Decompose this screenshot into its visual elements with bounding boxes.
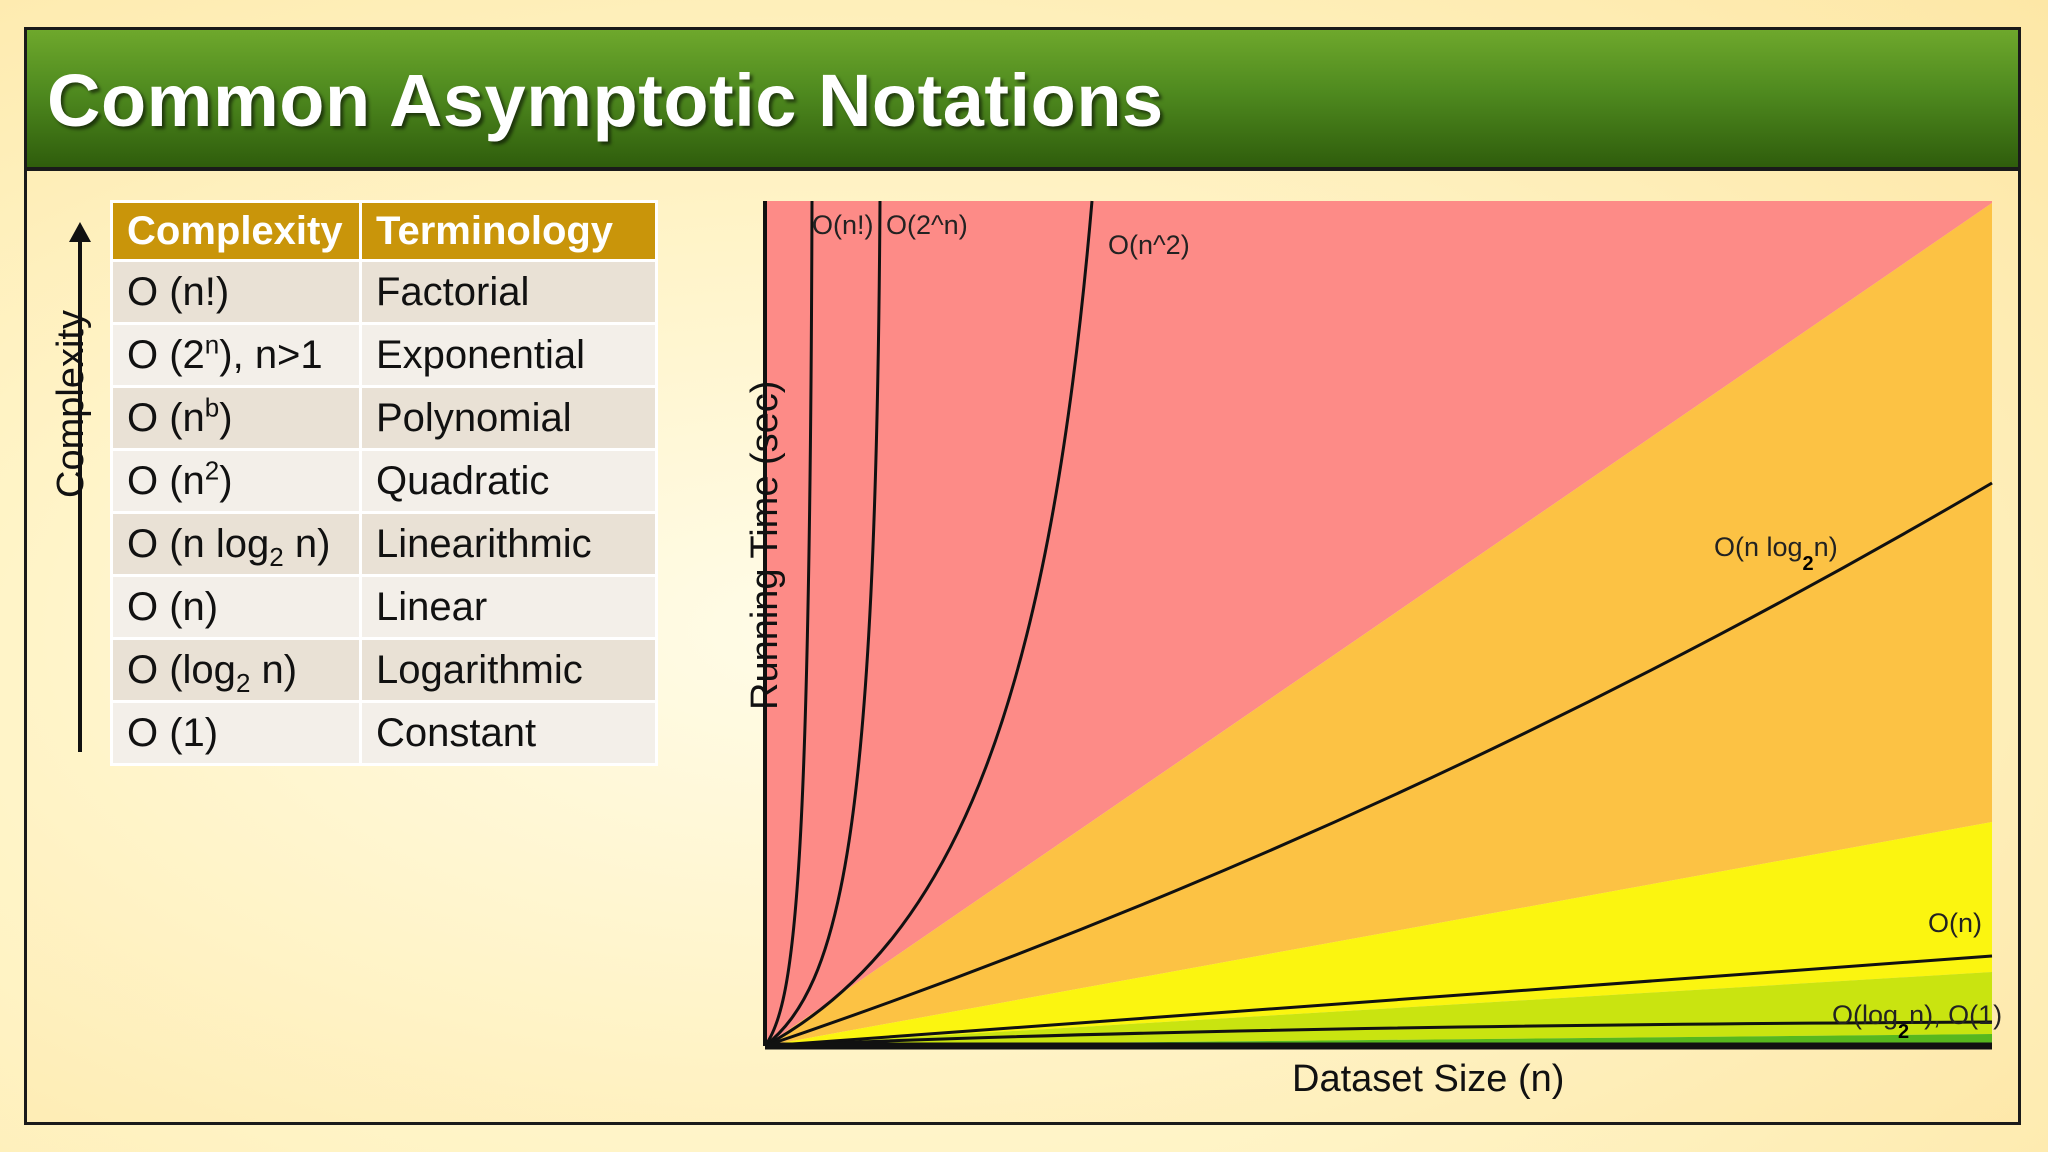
cell-terminology: Polynomial <box>359 385 658 451</box>
header-terminology: Terminology <box>359 200 658 262</box>
table-row: O (n log2 n) Linearithmic <box>110 511 658 577</box>
table-body: O (n!) Factorial O (2n), n>1 Exponential O (… <box>110 259 658 766</box>
label-linearithmic: O(n log2n) <box>1714 532 1838 575</box>
x-axis-label: Dataset Size (n) <box>1292 1058 1565 1100</box>
cell-terminology: Constant <box>359 700 658 766</box>
table-row: O (2n), n>1 Exponential <box>110 322 658 388</box>
cell-terminology: Linear <box>359 574 658 640</box>
growth-chart-plot <box>763 200 1993 1050</box>
header-complexity: Complexity <box>110 200 362 262</box>
page-title: Common Asymptotic Notations <box>47 59 1164 142</box>
curve-log <box>764 1020 1993 1048</box>
region-red <box>765 201 1992 1046</box>
table-row: O (nb) Polynomial <box>110 385 658 451</box>
curve-factorial <box>763 200 814 1047</box>
cell-terminology: Exponential <box>359 322 658 388</box>
up-arrow-icon <box>69 222 91 242</box>
label-exponential: O(2^n) <box>886 210 968 240</box>
label-quadratic: O(n^2) <box>1108 230 1190 260</box>
table-row: O (log2 n) Logarithmic <box>110 637 658 703</box>
cell-terminology: Quadratic <box>359 448 658 514</box>
label-factorial: O(n!) <box>812 210 874 240</box>
table-row: O (n!) Factorial <box>110 259 658 325</box>
title-bar: Common Asymptotic Notations <box>27 30 2018 171</box>
region-lime <box>765 972 1992 1046</box>
complexity-axis-arrow <box>60 222 100 752</box>
cell-terminology: Logarithmic <box>359 637 658 703</box>
curve-linear <box>764 954 1993 1048</box>
cell-complexity: O (1) <box>110 700 362 766</box>
growth-chart: Running Time (sec) Dataset Size (n) O(n!… <box>700 190 2030 1110</box>
axis-line <box>78 236 82 752</box>
y-axis-label: Running Time (sec) <box>744 380 786 710</box>
table-row: O (n2) Quadratic <box>110 448 658 514</box>
curve-linearithmic <box>764 481 1993 1048</box>
cell-complexity: O (n) <box>110 574 362 640</box>
complexity-axis-label: Complexity <box>50 310 92 498</box>
notation-table: Complexity Terminology O (n!) Factorial O … <box>110 200 658 766</box>
region-orange <box>765 203 1992 1046</box>
region-yellow <box>765 822 1992 1046</box>
cell-terminology: Linearithmic <box>359 511 658 577</box>
curve-quadratic <box>764 200 1094 1048</box>
cell-complexity: O (2n), n>1 <box>110 322 362 388</box>
cell-terminology: Factorial <box>359 259 658 325</box>
cell-complexity: O (n log2 n) <box>110 511 362 577</box>
label-log-constant: O(log2n), O(1) <box>1832 1000 2003 1043</box>
cell-complexity: O (n!) <box>110 259 362 325</box>
table-header-row: Complexity Terminology <box>110 200 658 262</box>
cell-complexity: O (log2 n) <box>110 637 362 703</box>
curve-exponential <box>764 200 882 1048</box>
label-linear: O(n) <box>1928 908 1982 938</box>
cell-complexity: O (nb) <box>110 385 362 451</box>
cell-complexity: O (n2) <box>110 448 362 514</box>
table-row: O (1) Constant <box>110 700 658 766</box>
table-row: O (n) Linear <box>110 574 658 640</box>
